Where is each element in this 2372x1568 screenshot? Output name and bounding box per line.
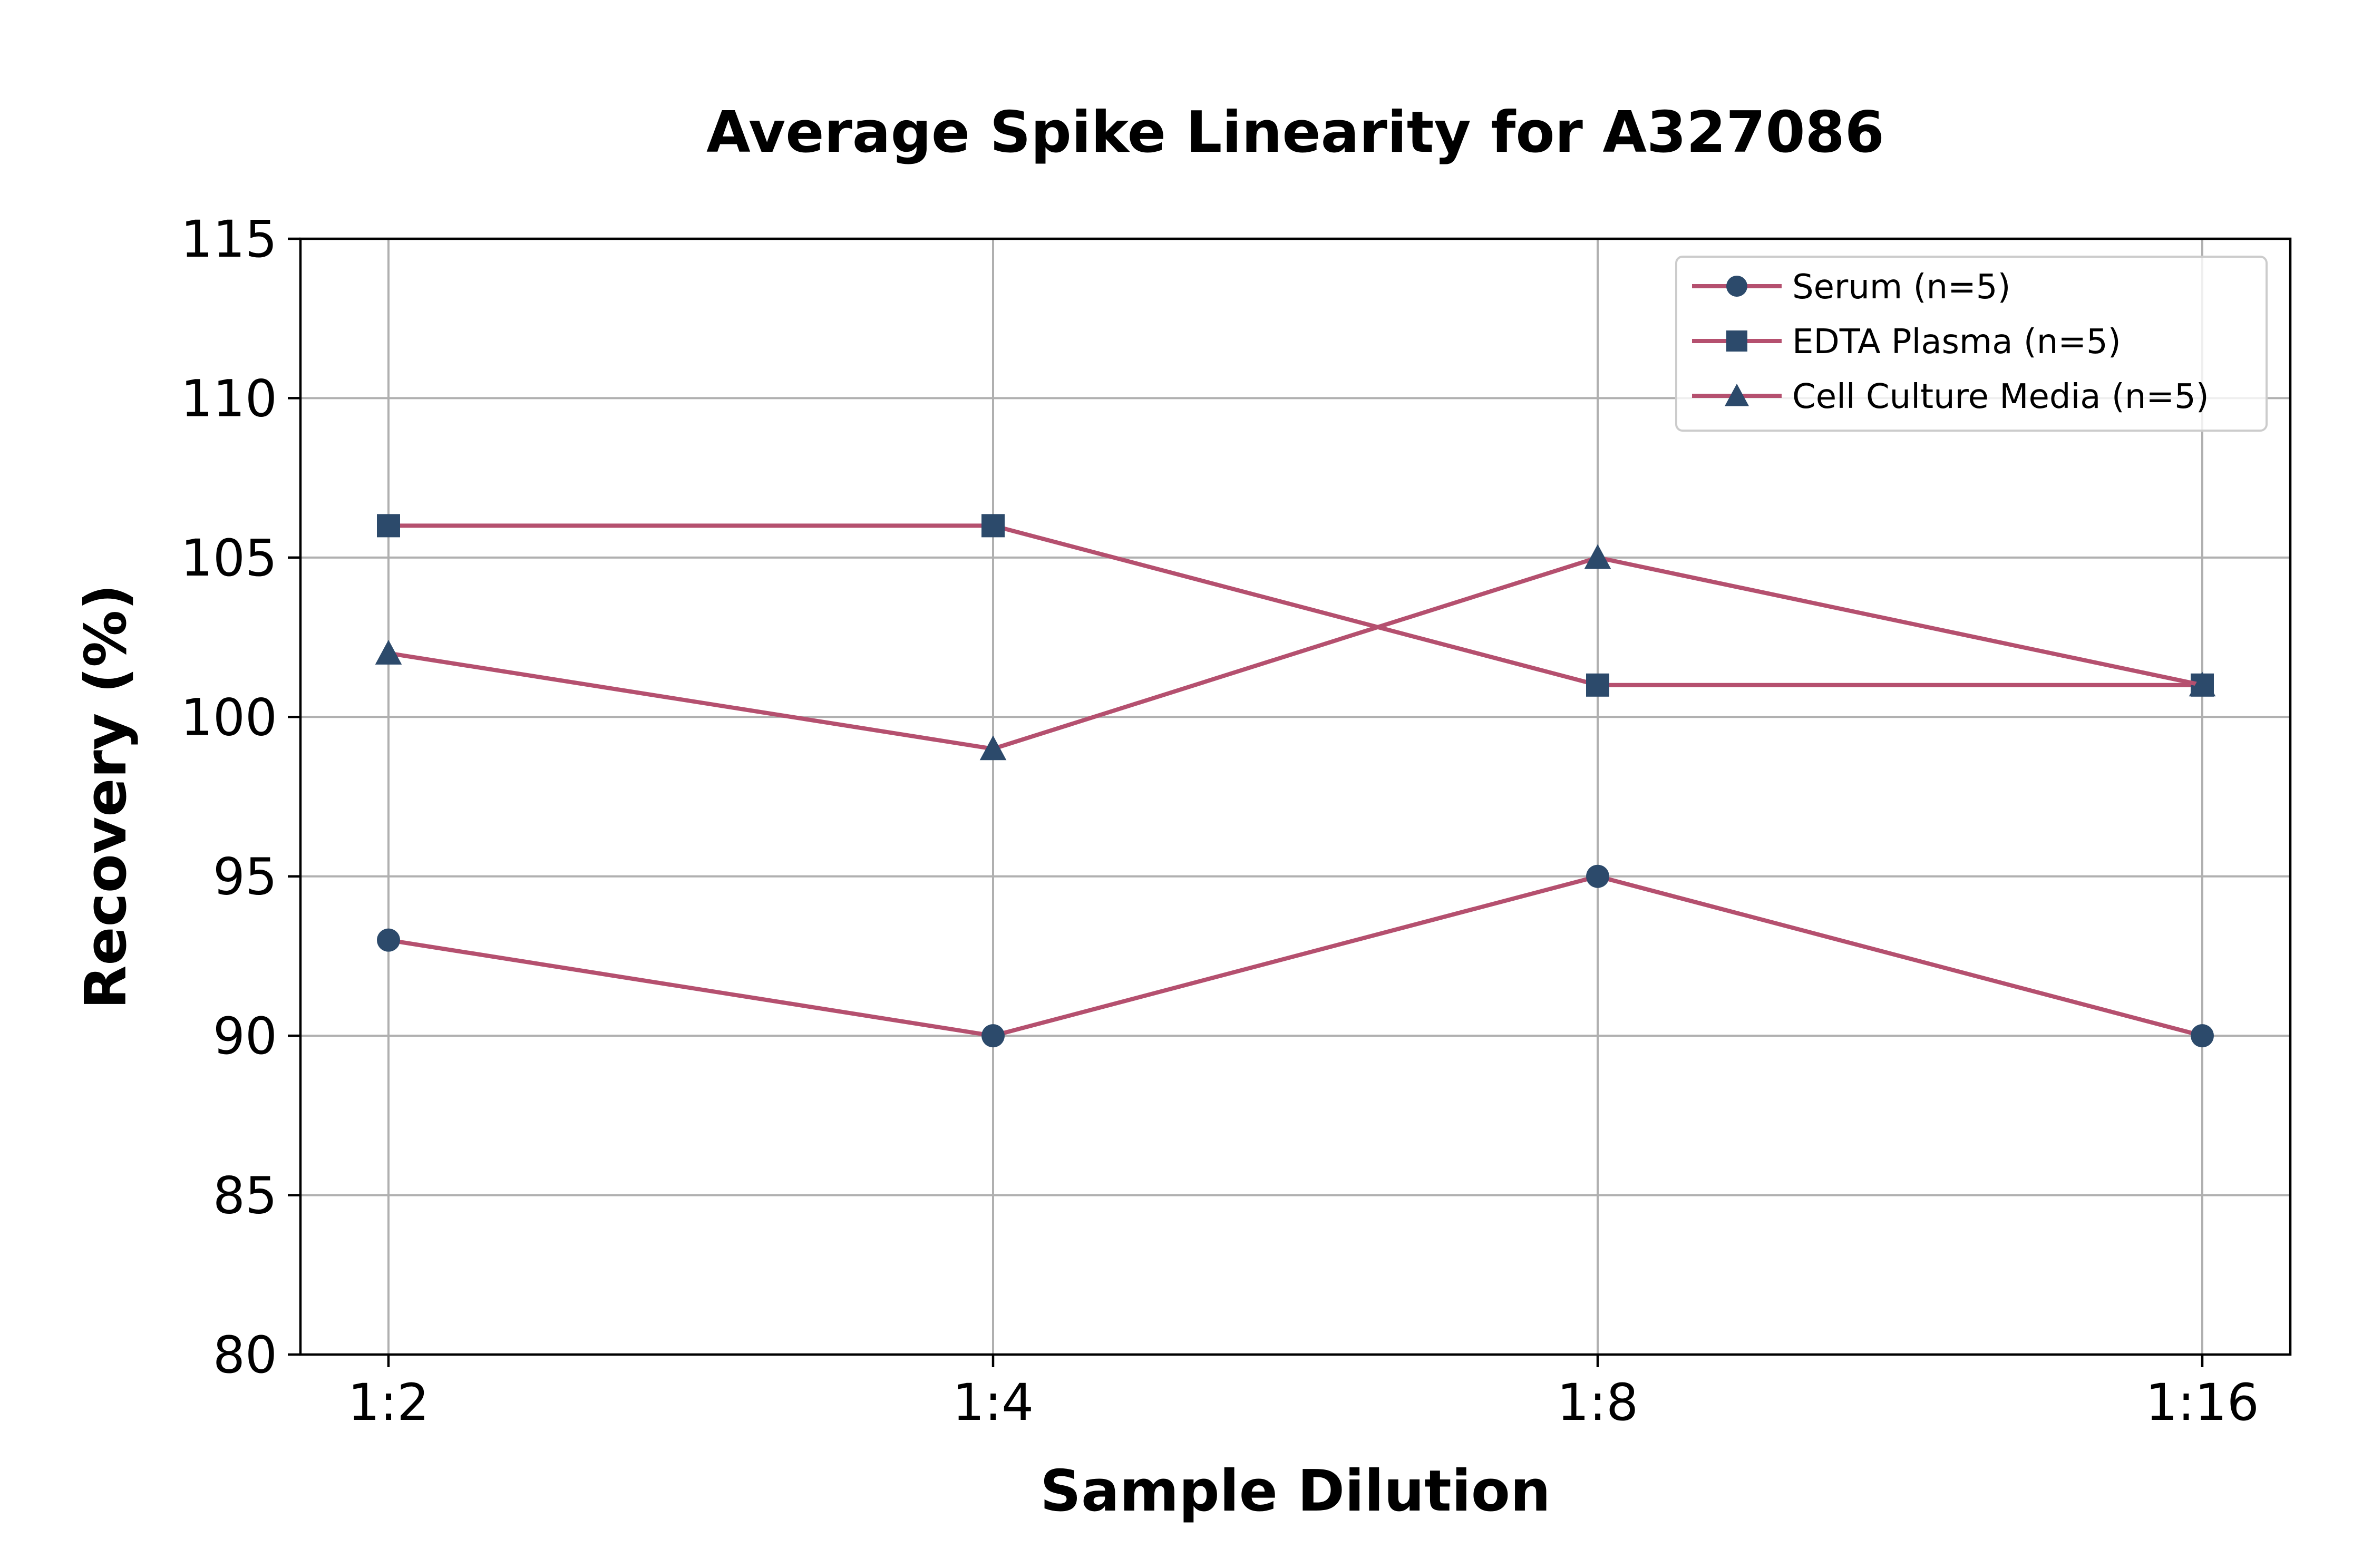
x-tick-label: 1:16 bbox=[2145, 1373, 2259, 1432]
data-point-square bbox=[377, 514, 400, 538]
legend-marker-circle bbox=[1726, 276, 1747, 297]
legend-marker-square bbox=[1726, 330, 1747, 352]
legend-item: Serum (n=5) bbox=[1692, 268, 2010, 307]
data-point-square bbox=[981, 514, 1005, 538]
series-line bbox=[388, 523, 2202, 687]
legend-label: EDTA Plasma (n=5) bbox=[1792, 323, 2121, 362]
ticks: 1:2 1:4 1:8 1:16 80 85 90 95 100 105 110 115 bbox=[181, 210, 2259, 1432]
y-tick-label: 95 bbox=[213, 848, 277, 907]
x-axis-label: Sample Dilution bbox=[1040, 1458, 1551, 1524]
legend-label: Cell Culture Media (n=5) bbox=[1792, 377, 2209, 416]
x-tick-label: 1:4 bbox=[952, 1373, 1034, 1432]
data-point-circle bbox=[2191, 1024, 2214, 1048]
series-line bbox=[388, 874, 2203, 1038]
data-point-circle bbox=[981, 1024, 1005, 1048]
data-point-triangle bbox=[1584, 544, 1611, 569]
y-tick-label: 105 bbox=[181, 529, 277, 588]
data-point-square bbox=[1586, 673, 1609, 697]
series-layer bbox=[375, 514, 2216, 1048]
series-group bbox=[377, 864, 2214, 1048]
y-tick-label: 115 bbox=[181, 210, 277, 269]
legend-item: EDTA Plasma (n=5) bbox=[1692, 323, 2121, 362]
data-point-triangle bbox=[979, 735, 1007, 761]
y-axis-label: Recovery (%) bbox=[73, 584, 139, 1009]
data-point-circle bbox=[377, 928, 400, 952]
data-point-triangle bbox=[375, 640, 402, 665]
legend-marker-triangle bbox=[1725, 384, 1749, 406]
legend-label: Serum (n=5) bbox=[1792, 268, 2010, 307]
chart-title: Average Spike Linearity for A327086 bbox=[706, 100, 1884, 165]
series-group bbox=[375, 544, 2216, 761]
legend-item: Cell Culture Media (n=5) bbox=[1692, 377, 2209, 416]
x-tick-label: 1:2 bbox=[348, 1373, 430, 1432]
series-line bbox=[388, 555, 2203, 751]
x-tick-label: 1:8 bbox=[1557, 1373, 1639, 1432]
y-tick-label: 85 bbox=[213, 1166, 277, 1225]
y-tick-label: 90 bbox=[213, 1007, 277, 1066]
y-tick-label: 110 bbox=[181, 369, 277, 428]
legend: Serum (n=5) EDTA Plasma (n=5) Cell Culture… bbox=[1675, 256, 2268, 432]
legend-items: Serum (n=5) EDTA Plasma (n=5) Cell Culture… bbox=[1692, 268, 2209, 416]
y-tick-label: 100 bbox=[181, 688, 277, 747]
legend-box bbox=[1675, 256, 2268, 432]
data-point-circle bbox=[1586, 864, 1609, 888]
y-tick-label: 80 bbox=[213, 1326, 277, 1385]
plot-area-frame bbox=[299, 237, 2292, 1356]
data-point-triangle bbox=[2189, 671, 2216, 697]
